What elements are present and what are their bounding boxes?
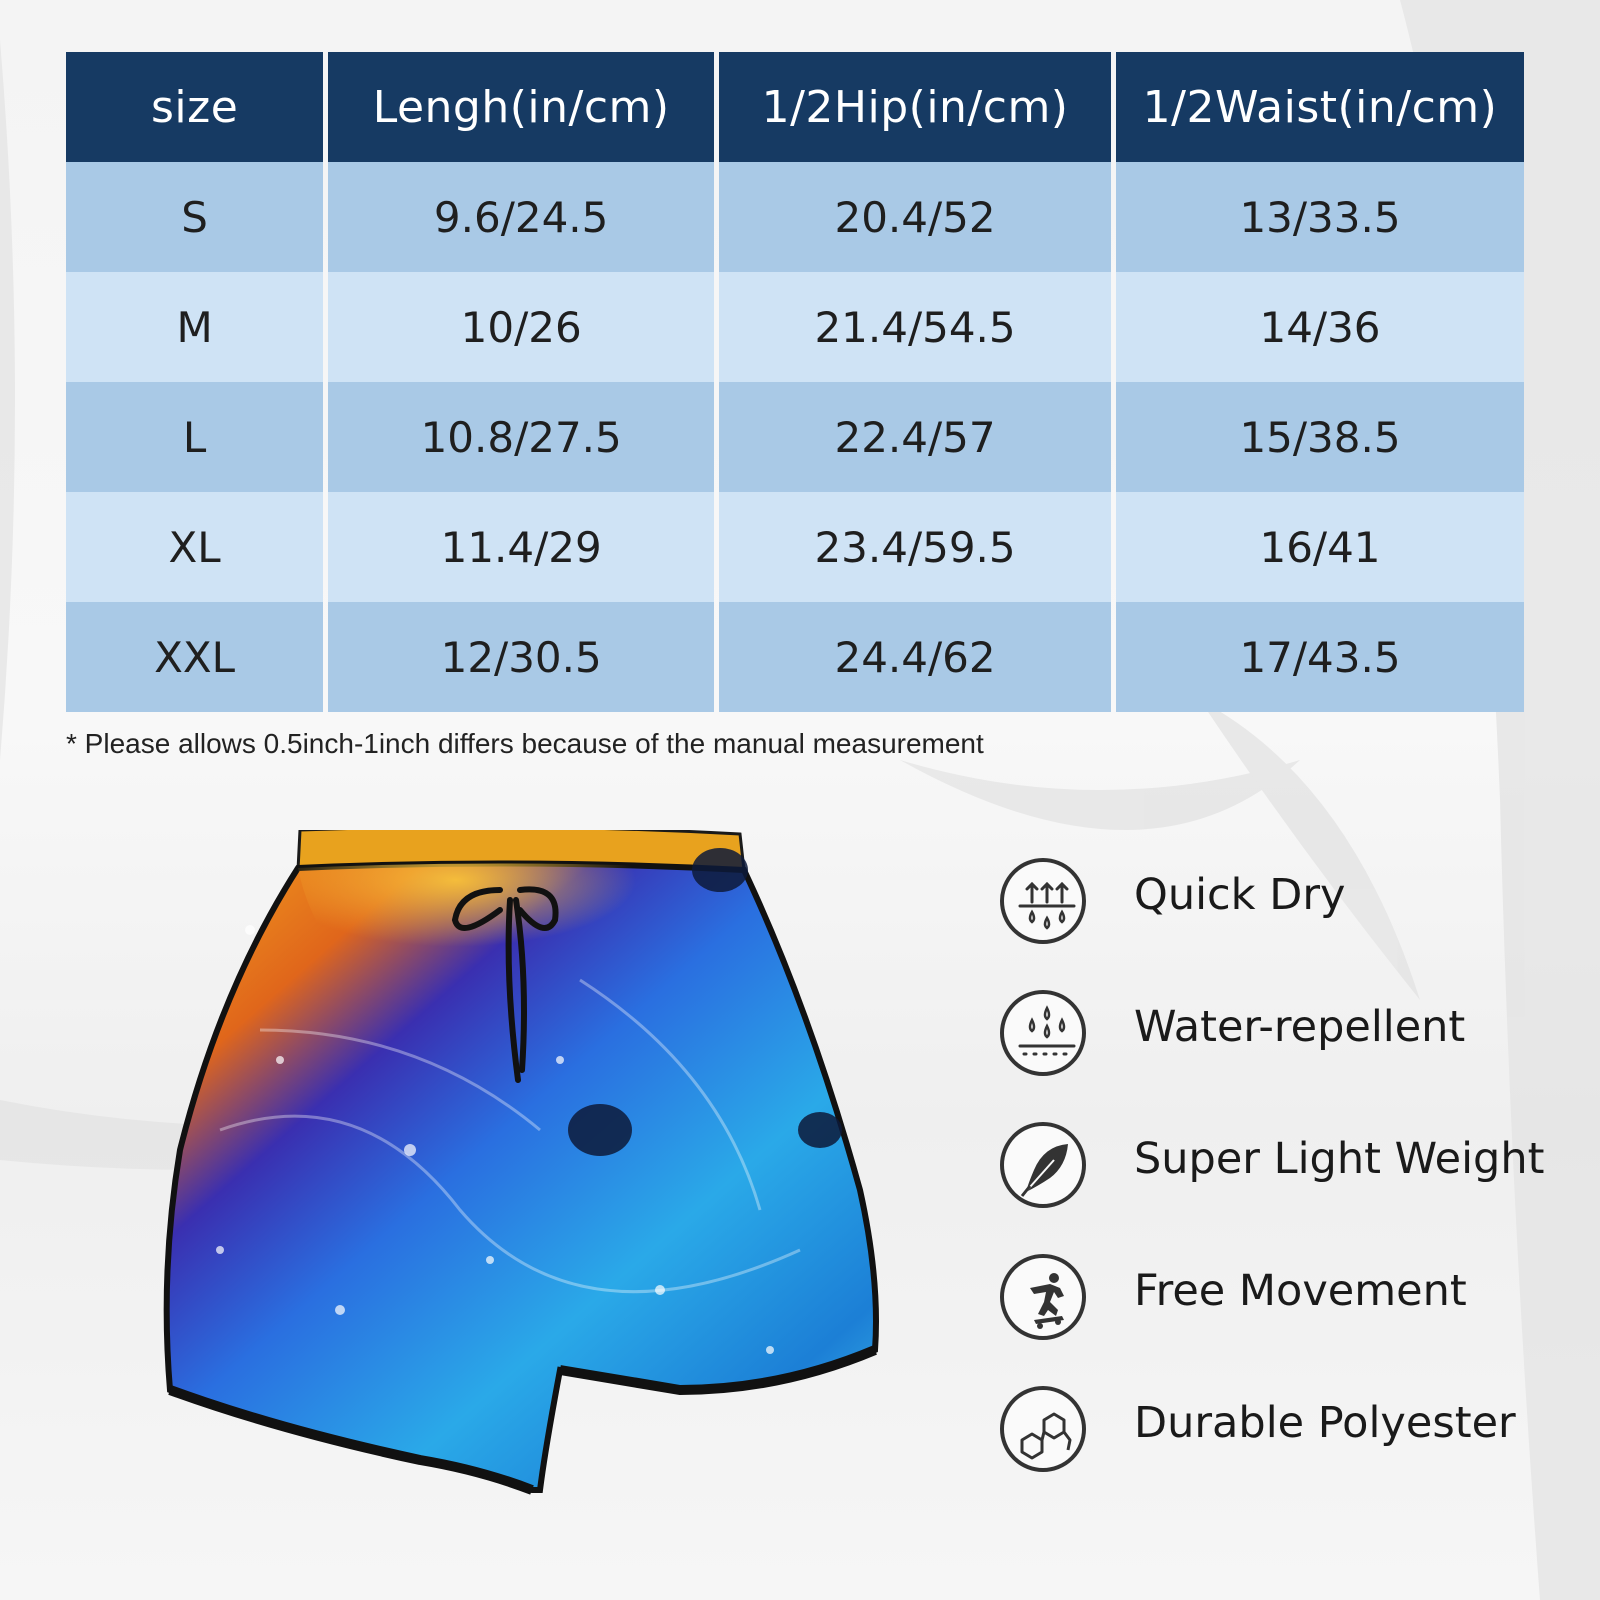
cell-hip: 21.4/54.5 (719, 272, 1111, 382)
feature-label: Free Movement (1134, 1266, 1467, 1316)
feature-water-repellent: Water-repellent (1000, 990, 1560, 1086)
table-row: XXL 12/30.5 24.4/62 17/43.5 (66, 602, 1524, 712)
cell-size: S (66, 162, 324, 272)
feature-quick-dry: Quick Dry (1000, 858, 1560, 954)
feature-label: Super Light Weight (1134, 1134, 1545, 1184)
table-row: L 10.8/27.5 22.4/57 15/38.5 (66, 382, 1524, 492)
cell-length: 11.4/29 (328, 492, 715, 602)
header-length: Lengh(in/cm) (328, 52, 715, 162)
skateboarder-icon (1000, 1254, 1086, 1340)
cell-size: XXL (66, 602, 324, 712)
feature-label: Quick Dry (1134, 870, 1346, 920)
table-row: M 10/26 21.4/54.5 14/36 (66, 272, 1524, 382)
cell-size: L (66, 382, 324, 492)
feature-super-light-weight: Super Light Weight (1000, 1122, 1560, 1218)
feather-icon (1000, 1122, 1086, 1208)
shorts-product-image (163, 830, 879, 1495)
molecule-icon (1000, 1386, 1086, 1472)
cell-hip: 20.4/52 (719, 162, 1111, 272)
feature-durable-polyester: Durable Polyester (1000, 1386, 1560, 1482)
quick-dry-icon (1000, 858, 1086, 944)
cell-length: 12/30.5 (328, 602, 715, 712)
cell-waist: 16/41 (1115, 492, 1524, 602)
size-chart-table: size Lengh(in/cm) 1/2Hip(in/cm) 1/2Waist… (61, 52, 1529, 712)
table-row: XL 11.4/29 23.4/59.5 16/41 (66, 492, 1524, 602)
measurement-note: * Please allows 0.5inch-1inch differs be… (66, 728, 984, 759)
header-half-waist: 1/2Waist(in/cm) (1115, 52, 1524, 162)
header-half-hip: 1/2Hip(in/cm) (719, 52, 1111, 162)
cell-waist: 13/33.5 (1115, 162, 1524, 272)
cell-waist: 15/38.5 (1115, 382, 1524, 492)
cell-length: 10.8/27.5 (328, 382, 715, 492)
cell-length: 10/26 (328, 272, 715, 382)
cell-waist: 14/36 (1115, 272, 1524, 382)
feature-free-movement: Free Movement (1000, 1254, 1560, 1350)
table-row: S 9.6/24.5 20.4/52 13/33.5 (66, 162, 1524, 272)
water-repellent-icon (1000, 990, 1086, 1076)
cell-size: XL (66, 492, 324, 602)
size-chart-header-row: size Lengh(in/cm) 1/2Hip(in/cm) 1/2Waist… (66, 52, 1524, 162)
cell-waist: 17/43.5 (1115, 602, 1524, 712)
cell-hip: 24.4/62 (719, 602, 1111, 712)
cell-hip: 23.4/59.5 (719, 492, 1111, 602)
feature-label: Water-repellent (1134, 1002, 1466, 1052)
feature-label: Durable Polyester (1134, 1398, 1516, 1448)
cell-size: M (66, 272, 324, 382)
cell-length: 9.6/24.5 (328, 162, 715, 272)
cell-hip: 22.4/57 (719, 382, 1111, 492)
header-size: size (66, 52, 324, 162)
